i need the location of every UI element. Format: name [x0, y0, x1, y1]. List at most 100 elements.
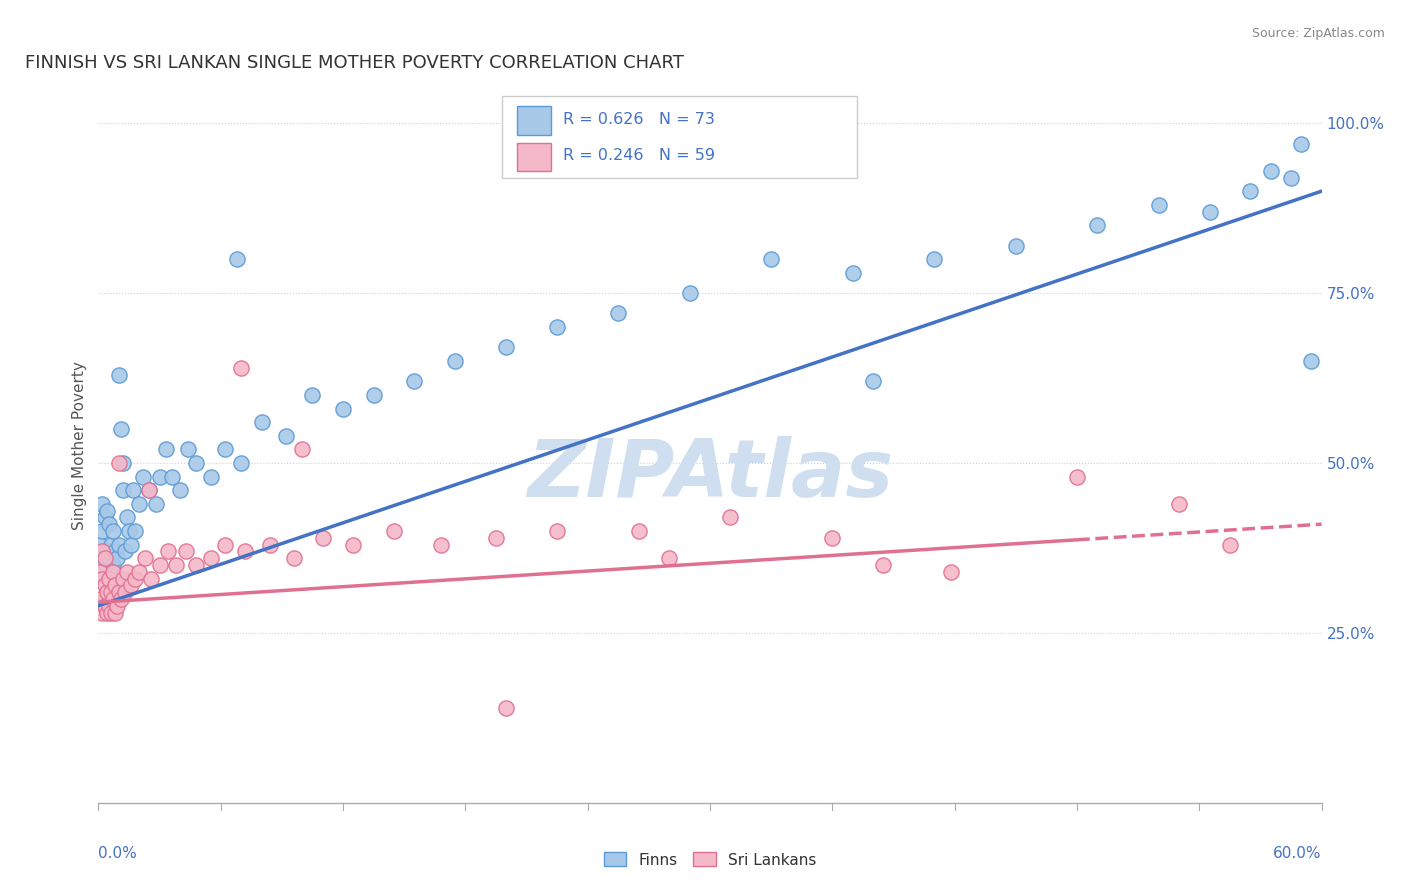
Point [89, 537, 111, 551]
Point [128, 565, 150, 579]
Point [128, 497, 150, 511]
Point [761, 252, 783, 266]
Point [124, 524, 146, 538]
Point [100, 537, 122, 551]
Point [108, 456, 131, 470]
Point [120, 578, 142, 592]
Point [718, 510, 742, 524]
Y-axis label: Single Mother Poverty: Single Mother Poverty [72, 361, 87, 531]
Point [862, 375, 884, 389]
Point [259, 537, 281, 551]
Point [658, 551, 681, 566]
Point [101, 558, 124, 572]
Point [291, 442, 314, 457]
Point [250, 415, 273, 429]
Point [104, 544, 127, 558]
Point [104, 578, 127, 592]
Point [1167, 497, 1189, 511]
Point [104, 578, 127, 592]
Point [101, 565, 124, 579]
Point [546, 524, 568, 538]
Point [939, 565, 962, 579]
Point [93, 578, 115, 592]
Point [93, 551, 115, 566]
Point [97, 572, 120, 586]
Point [118, 524, 141, 538]
Point [231, 456, 253, 470]
Point [91, 544, 114, 558]
Point [108, 572, 131, 586]
Text: ZIPAtlas: ZIPAtlas [527, 435, 893, 514]
Legend: Finns, Sri Lankans: Finns, Sri Lankans [598, 847, 823, 873]
Point [186, 558, 208, 572]
Point [111, 483, 134, 498]
Point [156, 544, 179, 558]
Point [101, 524, 124, 538]
Text: FINNISH VS SRI LANKAN SINGLE MOTHER POVERTY CORRELATION CHART: FINNISH VS SRI LANKAN SINGLE MOTHER POVE… [25, 54, 683, 72]
Point [122, 483, 145, 498]
FancyBboxPatch shape [517, 106, 551, 135]
Point [97, 599, 120, 613]
Point [922, 252, 945, 266]
Point [226, 252, 249, 266]
Point [96, 503, 118, 517]
Point [105, 599, 128, 613]
Point [444, 354, 467, 368]
Point [91, 572, 114, 586]
Point [96, 606, 118, 620]
Point [214, 442, 236, 457]
Point [145, 497, 167, 511]
Point [100, 585, 122, 599]
Point [821, 531, 844, 545]
Point [111, 456, 134, 470]
Point [91, 524, 114, 538]
Point [93, 510, 115, 524]
Point [138, 483, 160, 498]
Point [342, 537, 364, 551]
Point [101, 591, 124, 606]
Point [105, 585, 128, 599]
Text: R = 0.246   N = 59: R = 0.246 N = 59 [564, 148, 716, 163]
Point [110, 591, 132, 606]
Point [114, 544, 136, 558]
Point [607, 306, 630, 320]
Point [93, 551, 115, 566]
Point [1085, 218, 1108, 232]
Point [97, 551, 120, 566]
Point [174, 544, 197, 558]
Point [104, 606, 127, 620]
Point [93, 599, 115, 613]
Point [1301, 354, 1323, 368]
Point [231, 360, 253, 375]
Point [115, 510, 138, 524]
Point [105, 551, 128, 566]
Point [1198, 204, 1220, 219]
Point [679, 286, 702, 301]
Point [1279, 170, 1302, 185]
Point [97, 585, 120, 599]
Point [101, 591, 124, 606]
Point [495, 700, 517, 714]
Point [108, 537, 131, 551]
Point [100, 606, 122, 620]
Point [169, 483, 191, 498]
Point [233, 544, 256, 558]
Point [382, 524, 405, 538]
Point [1066, 469, 1088, 483]
Point [91, 558, 114, 572]
Point [363, 388, 385, 402]
Point [546, 320, 568, 334]
Point [96, 544, 118, 558]
Point [132, 469, 155, 483]
Point [120, 537, 142, 551]
Point [186, 456, 208, 470]
Point [89, 565, 111, 579]
Point [115, 565, 138, 579]
Point [141, 572, 163, 586]
Point [214, 537, 236, 551]
Point [97, 517, 120, 532]
Point [155, 442, 177, 457]
Point [430, 537, 453, 551]
Point [108, 368, 131, 382]
Text: R = 0.626   N = 73: R = 0.626 N = 73 [564, 112, 716, 127]
